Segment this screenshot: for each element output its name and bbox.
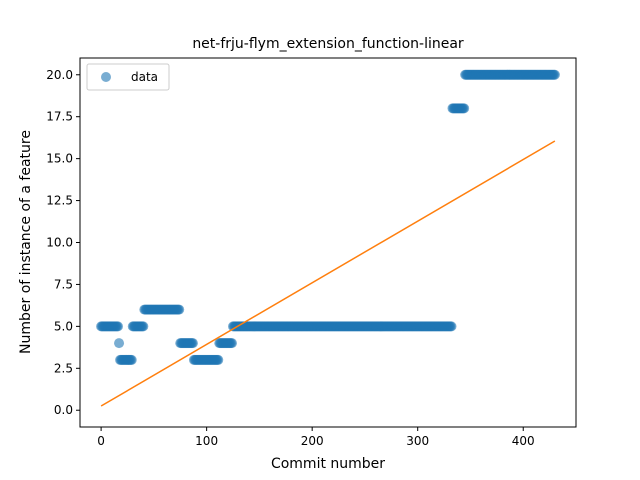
x-tick-label: 0 bbox=[97, 434, 105, 448]
y-tick-label: 5.0 bbox=[54, 319, 73, 333]
data-point bbox=[138, 321, 149, 332]
data-point bbox=[114, 338, 125, 349]
y-tick-label: 12.5 bbox=[46, 194, 73, 208]
data-point bbox=[213, 354, 224, 365]
legend: data bbox=[86, 63, 170, 91]
data-point bbox=[459, 103, 470, 114]
data-point bbox=[126, 354, 137, 365]
data-point bbox=[446, 321, 457, 332]
y-tick-label: 0.0 bbox=[54, 403, 73, 417]
fit-line bbox=[100, 140, 556, 407]
data-point bbox=[187, 338, 198, 349]
x-axis: 0 100 200 300 400 bbox=[97, 427, 535, 448]
data-point bbox=[174, 304, 185, 315]
legend-marker-data bbox=[101, 72, 111, 82]
x-tick-label: 300 bbox=[406, 434, 429, 448]
data-point bbox=[226, 338, 237, 349]
y-tick-label: 10.0 bbox=[46, 236, 73, 250]
x-axis-label: Commit number bbox=[271, 456, 385, 472]
y-axis: 0.0 2.5 5.0 7.5 10.0 12.5 15.0 17.5 20.0 bbox=[46, 68, 80, 417]
y-axis-label: Number of instance of a feature bbox=[18, 130, 34, 354]
y-tick-label: 15.0 bbox=[46, 152, 73, 166]
data-point bbox=[112, 321, 123, 332]
data-points bbox=[96, 69, 560, 365]
y-tick-label: 7.5 bbox=[54, 277, 73, 291]
chart-title: net-frju-flym_extension_function-linear bbox=[192, 36, 464, 52]
fit-line-group bbox=[100, 140, 556, 407]
legend-box bbox=[86, 63, 170, 91]
x-tick-label: 400 bbox=[512, 434, 535, 448]
x-tick-label: 200 bbox=[301, 434, 324, 448]
y-tick-label: 2.5 bbox=[54, 361, 73, 375]
legend-label-data: data bbox=[131, 70, 158, 84]
y-tick-label: 17.5 bbox=[46, 110, 73, 124]
data-point bbox=[549, 69, 560, 80]
y-tick-label: 20.0 bbox=[46, 68, 73, 82]
x-tick-label: 100 bbox=[195, 434, 218, 448]
